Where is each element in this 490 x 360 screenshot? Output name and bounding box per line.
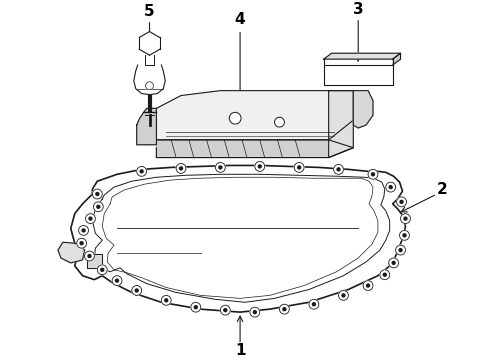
Polygon shape (88, 254, 102, 268)
Circle shape (98, 265, 107, 275)
Circle shape (250, 307, 260, 317)
Circle shape (392, 261, 395, 264)
Circle shape (78, 225, 89, 235)
Polygon shape (134, 65, 165, 95)
Circle shape (399, 249, 402, 252)
Polygon shape (353, 91, 373, 128)
Circle shape (368, 170, 378, 179)
Circle shape (309, 299, 319, 309)
Polygon shape (137, 108, 156, 145)
Circle shape (274, 117, 284, 127)
Text: 4: 4 (235, 12, 245, 27)
Circle shape (253, 311, 256, 314)
Polygon shape (324, 65, 392, 85)
Polygon shape (156, 91, 353, 140)
Circle shape (395, 245, 405, 255)
Circle shape (97, 205, 100, 208)
Circle shape (367, 284, 369, 287)
Polygon shape (93, 174, 390, 302)
Circle shape (219, 166, 222, 169)
Text: 3: 3 (353, 3, 364, 17)
Circle shape (82, 229, 85, 232)
Circle shape (371, 173, 374, 176)
Circle shape (258, 165, 261, 168)
Circle shape (337, 168, 340, 171)
Circle shape (140, 170, 143, 173)
Circle shape (380, 270, 390, 280)
Circle shape (334, 165, 343, 174)
Circle shape (399, 230, 410, 240)
Polygon shape (329, 91, 353, 158)
Circle shape (88, 255, 91, 257)
Circle shape (161, 296, 171, 305)
Circle shape (76, 238, 87, 248)
Circle shape (255, 162, 265, 171)
Text: 2: 2 (437, 181, 447, 197)
Circle shape (339, 291, 348, 300)
Circle shape (279, 304, 289, 314)
Circle shape (179, 167, 182, 170)
Circle shape (112, 276, 122, 285)
Polygon shape (58, 242, 85, 263)
Circle shape (400, 201, 403, 203)
Circle shape (101, 268, 104, 271)
Circle shape (389, 186, 392, 189)
Circle shape (224, 309, 227, 312)
Circle shape (191, 302, 201, 312)
Circle shape (135, 289, 138, 292)
Circle shape (85, 251, 95, 261)
Circle shape (313, 303, 316, 306)
Circle shape (146, 82, 153, 90)
Circle shape (116, 279, 119, 282)
Circle shape (396, 197, 406, 207)
Circle shape (96, 193, 99, 195)
Circle shape (283, 308, 286, 311)
Circle shape (294, 162, 304, 172)
Circle shape (137, 166, 147, 176)
Circle shape (342, 294, 345, 297)
Circle shape (86, 214, 96, 224)
Circle shape (389, 258, 398, 268)
Circle shape (216, 162, 225, 172)
Circle shape (94, 202, 103, 212)
Polygon shape (156, 140, 353, 158)
Circle shape (363, 281, 373, 291)
Circle shape (400, 214, 411, 224)
Circle shape (383, 273, 386, 276)
Circle shape (80, 242, 83, 245)
Circle shape (165, 299, 168, 302)
Circle shape (229, 112, 241, 124)
Circle shape (297, 166, 301, 169)
Circle shape (89, 217, 92, 220)
Circle shape (93, 189, 102, 199)
Circle shape (403, 234, 406, 237)
Circle shape (404, 217, 407, 220)
Circle shape (176, 163, 186, 173)
Text: 5: 5 (144, 4, 155, 19)
Polygon shape (324, 53, 400, 59)
Polygon shape (71, 166, 405, 312)
Circle shape (138, 32, 161, 55)
Circle shape (386, 182, 395, 192)
Polygon shape (145, 55, 154, 65)
Polygon shape (392, 53, 400, 65)
Circle shape (220, 305, 230, 315)
Circle shape (195, 306, 197, 309)
Text: 1: 1 (235, 343, 245, 358)
Circle shape (132, 285, 142, 296)
